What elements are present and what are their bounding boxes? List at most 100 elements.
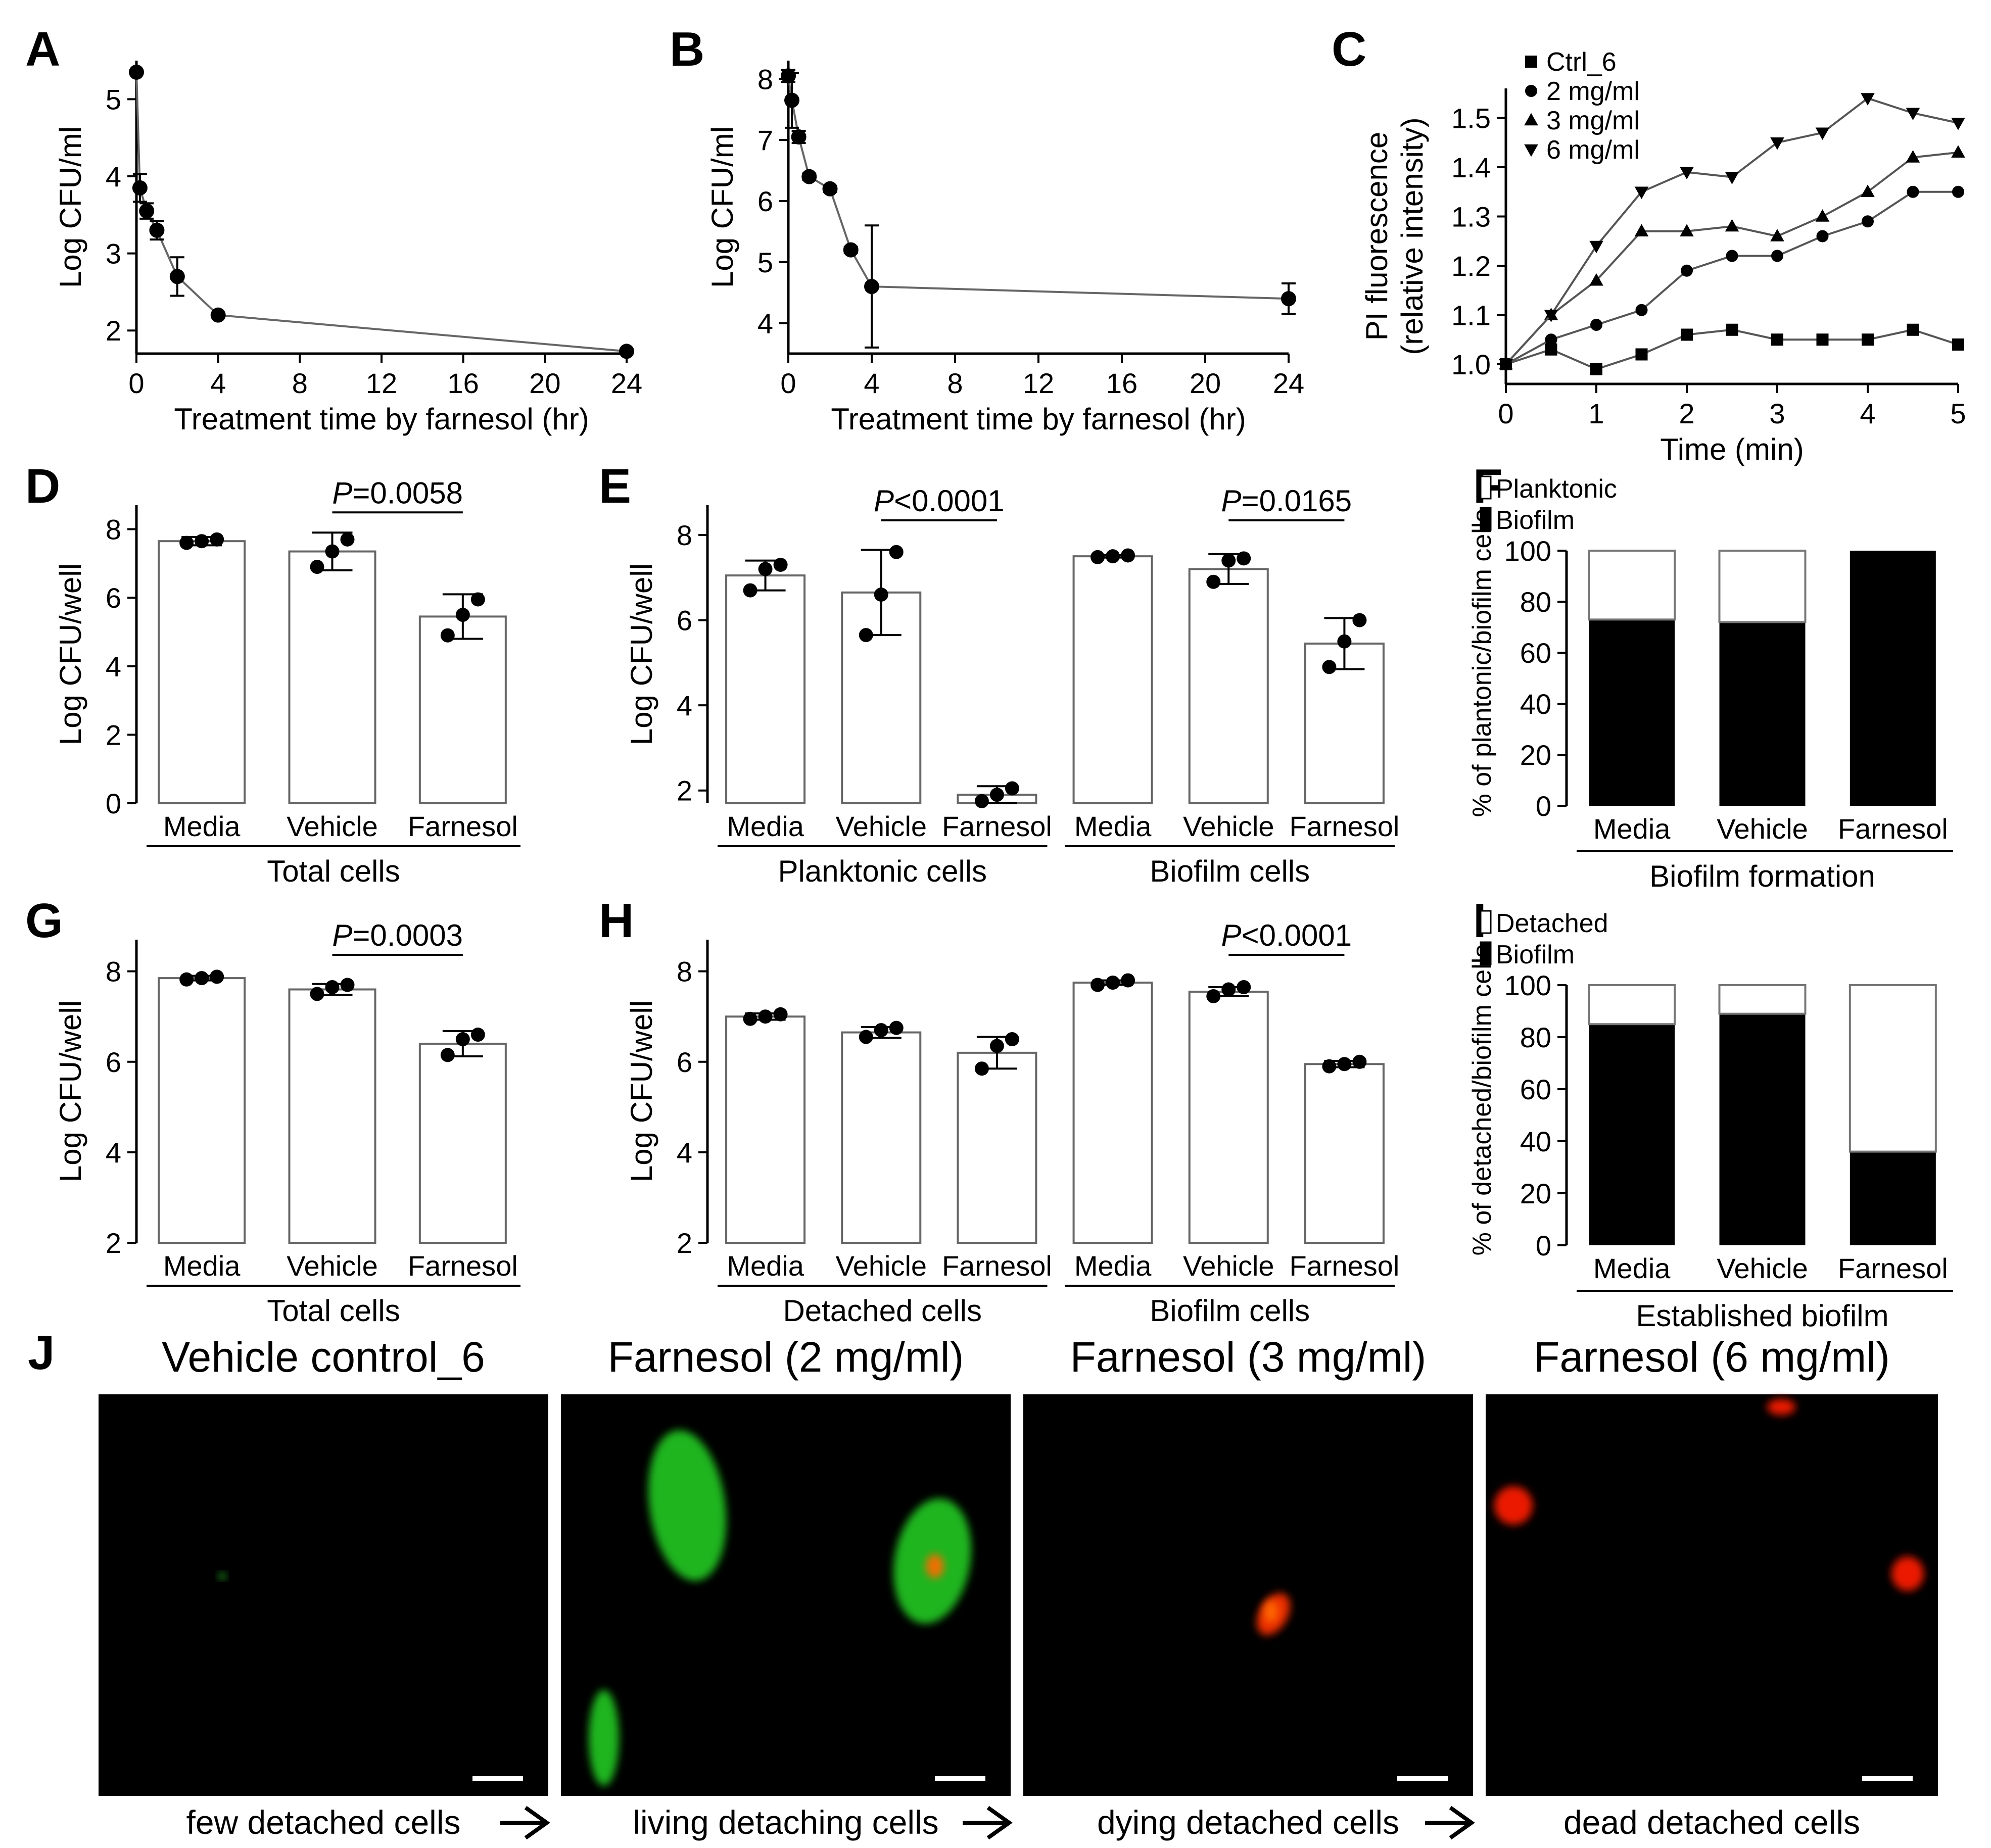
- cell-cluster: [1494, 1486, 1533, 1525]
- chart-A: 0 4 8 12 16 20 24 2 3 4 5 Treatment time by farneso…: [54, 61, 642, 436]
- micrograph-caption: dead detached cells: [1563, 1804, 1860, 1841]
- data-point: [1589, 273, 1603, 286]
- cell-cluster: [219, 1573, 226, 1579]
- replicate-point: [889, 1020, 904, 1035]
- x-tick-label: Media: [1593, 813, 1671, 845]
- y-tick-label: 1.3: [1451, 201, 1491, 233]
- data-point: [129, 64, 144, 80]
- replicate-point: [440, 1048, 455, 1062]
- y-tick-label: 4: [106, 161, 121, 192]
- micrograph-3: Farnesol (3 mg/ml) dying detached cells: [1023, 1333, 1473, 1841]
- replicate-point: [1091, 978, 1105, 992]
- x-tick-label: Farnesol: [942, 1250, 1052, 1282]
- x-tick-label: 20: [1190, 367, 1221, 399]
- x-tick-label: 4: [864, 367, 879, 399]
- replicate-point: [1221, 982, 1236, 997]
- data-point: [1544, 310, 1558, 322]
- p-value-label: P<0.0001: [1221, 918, 1352, 952]
- y-axis-label: % of plantonic/biofilm cells: [1467, 509, 1497, 817]
- y-tick-label: 80: [1520, 586, 1551, 618]
- bar-planktonic: [1588, 550, 1676, 621]
- y-tick-label: 6: [677, 1046, 692, 1078]
- y-axis-label: Log CFU/well: [54, 1000, 87, 1182]
- series-ctrl-6: [1500, 323, 1964, 375]
- replicate-point: [325, 544, 340, 559]
- micrograph-2: Farnesol (2 mg/ml) living detaching cells: [561, 1333, 1011, 1841]
- data-point: [1681, 328, 1693, 341]
- x-tick-label: Farnesol: [1838, 813, 1948, 845]
- replicate-point: [773, 1007, 788, 1022]
- x-tick-label: Vehicle: [835, 810, 927, 842]
- replicate-point: [1237, 551, 1251, 566]
- y-tick-label: 100: [1504, 969, 1551, 1001]
- group-label: Detached cells: [783, 1294, 982, 1328]
- replicate-point: [773, 558, 788, 572]
- data-point: [864, 279, 879, 295]
- replicate-point: [340, 978, 355, 992]
- bar: [957, 1051, 1037, 1244]
- data-point: [149, 222, 165, 238]
- data-point: [1589, 240, 1603, 254]
- series-line: [1505, 190, 1958, 365]
- y-tick-label: 60: [1520, 637, 1551, 669]
- legend-marker: [1525, 56, 1537, 68]
- y-axis-label: Log CFU/well: [625, 1000, 658, 1182]
- legend-entry: 6 mg/ml: [1546, 135, 1640, 165]
- x-tick-label: 24: [1273, 367, 1304, 399]
- replicate-point: [1121, 973, 1135, 988]
- y-tick-label: 1.4: [1451, 152, 1491, 183]
- data-point: [1907, 185, 1919, 198]
- bar: [418, 615, 507, 805]
- x-tick-label: 12: [366, 367, 397, 399]
- group-label: Planktonic cells: [778, 854, 987, 888]
- y-tick-label: 4: [757, 308, 773, 339]
- y-tick-label: 8: [106, 513, 121, 545]
- panel-label-J: J: [28, 1326, 55, 1380]
- x-tick-label: Media: [1593, 1252, 1671, 1284]
- bar-biofilm: [1719, 622, 1806, 806]
- legend-entry: Planktonic: [1496, 474, 1617, 504]
- data-point: [1635, 348, 1648, 361]
- x-tick-label: 0: [1498, 398, 1513, 429]
- x-tick-label: 8: [292, 367, 308, 399]
- data-point: [1590, 363, 1602, 375]
- replicate-point: [195, 534, 209, 549]
- series-line: [787, 75, 1289, 300]
- data-point: [1951, 118, 1965, 130]
- x-tick-label: Media: [163, 1250, 241, 1282]
- y-tick-label: 8: [677, 519, 692, 551]
- x-tick-label: Media: [727, 810, 804, 842]
- y-tick-label: 60: [1520, 1074, 1551, 1105]
- replicate-point: [1221, 553, 1236, 568]
- panel-label-C: C: [1332, 22, 1366, 76]
- bar-planktonic: [1718, 550, 1807, 623]
- series-2-mg-ml: [1500, 185, 1964, 370]
- group-label: Biofilm formation: [1649, 859, 1875, 893]
- x-tick-label: Vehicle: [835, 1250, 927, 1282]
- y-tick-label: 80: [1520, 1022, 1551, 1053]
- micrograph-title: Farnesol (6 mg/ml): [1534, 1333, 1890, 1381]
- data-point: [1725, 172, 1739, 184]
- replicate-point: [743, 1011, 757, 1026]
- group-label: Total cells: [267, 1294, 400, 1328]
- p-value-label: P=0.0058: [332, 476, 463, 510]
- micrograph-caption: few detached cells: [186, 1804, 461, 1841]
- y-tick-label: 1.1: [1451, 300, 1491, 331]
- replicate-point: [1206, 574, 1221, 589]
- data-point: [1281, 291, 1296, 307]
- data-point: [784, 92, 800, 108]
- legend-entry: 2 mg/ml: [1546, 77, 1640, 106]
- bar: [1304, 1063, 1385, 1244]
- y-axis-label: % of detached/biofilm cells: [1467, 945, 1497, 1256]
- significance-bracket: P<0.0001: [874, 484, 1005, 521]
- cell-cluster: [589, 1690, 619, 1786]
- y-tick-label: 5: [757, 247, 773, 278]
- data-point: [1770, 229, 1784, 241]
- data-point: [619, 344, 634, 359]
- replicate-point: [1005, 781, 1019, 796]
- data-point: [1861, 93, 1875, 106]
- group-label: Established biofilm: [1636, 1299, 1888, 1333]
- y-tick-label: 2: [106, 719, 121, 751]
